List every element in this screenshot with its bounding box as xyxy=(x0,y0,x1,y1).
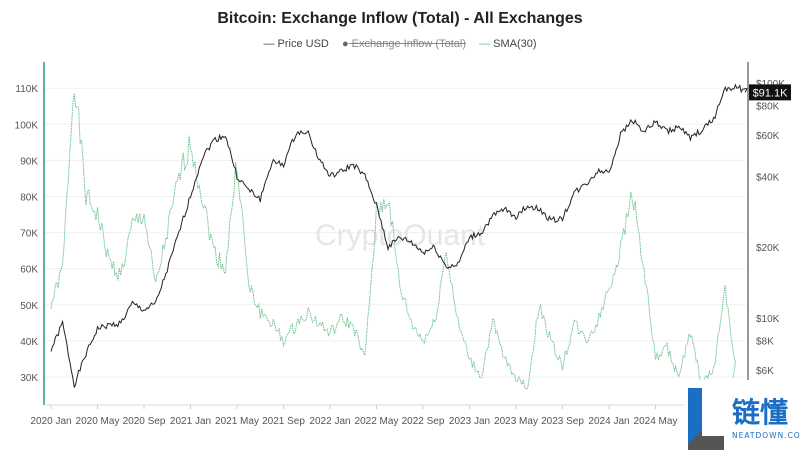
legend-sma-label: SMA(30) xyxy=(493,38,537,50)
neatdown-logo: 链懂 NEATDOWN.COM xyxy=(684,380,800,450)
left-tick-label: 30K xyxy=(20,373,38,384)
x-tick-label: 2024 May xyxy=(634,416,678,427)
price-line xyxy=(50,83,748,388)
x-tick-label: 2022 Sep xyxy=(402,416,445,427)
right-tick-label: $10K xyxy=(756,314,780,325)
legend-inflow-label: Exchange Inflow (Total) xyxy=(351,38,466,50)
last-price-label: $91.1K xyxy=(753,87,789,99)
x-tick-label: 2023 May xyxy=(494,416,538,427)
right-tick-label: $20K xyxy=(756,243,780,254)
legend: — Price USD ● Exchange Inflow (Total) — … xyxy=(0,38,800,50)
legend-sma[interactable]: — SMA(30) xyxy=(479,38,537,50)
legend-price-label: Price USD xyxy=(277,38,329,50)
x-tick-label: 2022 May xyxy=(355,416,399,427)
x-tick-label: 2020 Sep xyxy=(123,416,166,427)
right-tick-label: $80K xyxy=(756,102,780,113)
right-tick-label: $6K xyxy=(756,366,774,377)
left-tick-label: 70K xyxy=(20,229,38,240)
svg-text:NEATDOWN.COM: NEATDOWN.COM xyxy=(732,431,800,440)
left-tick-label: 40K xyxy=(20,337,38,348)
x-tick-label: 2020 Jan xyxy=(30,416,71,427)
left-tick-label: 90K xyxy=(20,156,38,167)
legend-price[interactable]: — Price USD xyxy=(263,38,329,50)
svg-text:链懂: 链懂 xyxy=(732,396,788,429)
chart-title: Bitcoin: Exchange Inflow (Total) - All E… xyxy=(217,10,583,27)
left-tick-label: 60K xyxy=(20,265,38,276)
watermark: CryptoQuant xyxy=(315,219,486,252)
right-tick-label: $40K xyxy=(756,172,780,183)
x-tick-label: 2023 Sep xyxy=(541,416,584,427)
x-tick-label: 2021 Jan xyxy=(170,416,211,427)
right-tick-label: $60K xyxy=(756,131,780,142)
x-tick-label: 2021 Sep xyxy=(262,416,305,427)
left-tick-label: 50K xyxy=(20,301,38,312)
x-tick-label: 2021 May xyxy=(215,416,259,427)
x-tick-label: 2020 May xyxy=(76,416,120,427)
x-tick-label: 2022 Jan xyxy=(309,416,350,427)
left-tick-label: 80K xyxy=(20,193,38,204)
x-tick-label: 2024 Jan xyxy=(588,416,629,427)
x-tick-label: 2023 Jan xyxy=(449,416,490,427)
left-tick-label: 100K xyxy=(15,120,39,131)
legend-inflow[interactable]: ● Exchange Inflow (Total) xyxy=(341,38,466,50)
right-tick-label: $8K xyxy=(756,337,774,348)
left-tick-label: 110K xyxy=(15,84,38,95)
right-tick-label: $100K xyxy=(756,79,785,90)
last-price-badge xyxy=(749,84,791,101)
sma30-line xyxy=(50,93,736,390)
